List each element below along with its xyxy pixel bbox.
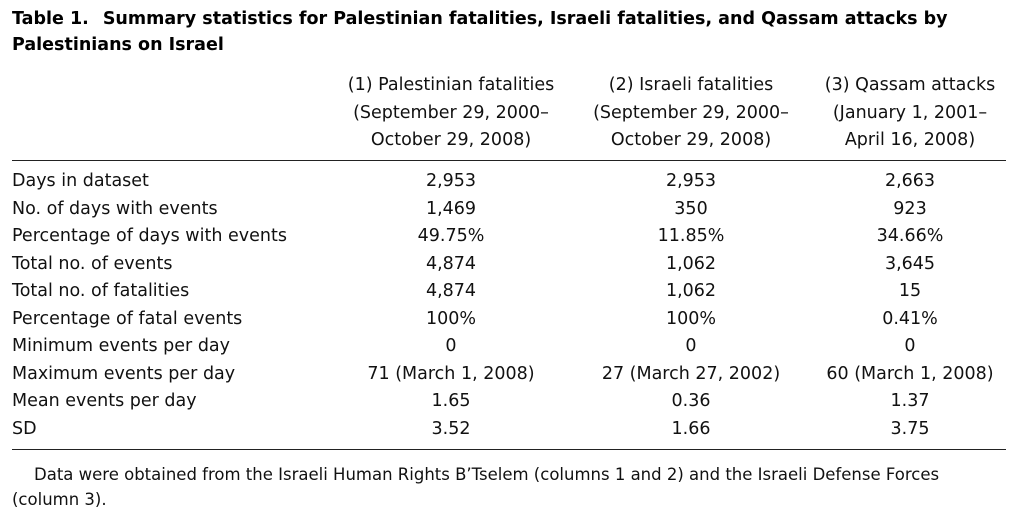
row-label: Total no. of fatalities [12, 281, 190, 301]
header-rule [12, 160, 1006, 161]
cell-israeli: 2,953 [665, 171, 717, 191]
table-row: Minimum events per day 0 0 0 [0, 333, 1009, 361]
cell-israeli: 100% [665, 308, 717, 329]
table-row: Maximum events per day 71 (March 1, 2008… [0, 361, 1009, 389]
cell-israeli: 1,062 [665, 253, 717, 274]
column-header-period-start: (September 29, 2000– [593, 102, 789, 123]
cell-palestinian: 1,469 [425, 198, 477, 219]
cell-palestinian: 100% [425, 308, 477, 329]
table-row: Days in dataset 2,953 2,953 2,663 [0, 168, 1009, 196]
table-row: Total no. of fatalities 4,874 1,062 15 [0, 278, 1009, 306]
column-header-period-end: April 16, 2008) [844, 130, 976, 150]
cell-israeli: 11.85% [657, 226, 725, 246]
column-header-name: (1) Palestinian fatalities [347, 75, 555, 95]
column-header-1: (1) Palestinian fatalities (September 29… [340, 72, 562, 155]
table-row: No. of days with events 1,469 350 923 [0, 196, 1009, 224]
cell-israeli: 27 (March 27, 2002) [601, 363, 781, 384]
column-header-name: (2) Israeli fatalities [608, 75, 774, 95]
row-label: Maximum events per day [12, 363, 236, 384]
table-row: Mean events per day 1.65 0.36 1.37 [0, 388, 1009, 416]
cell-israeli: 0 [685, 336, 697, 356]
cell-palestinian: 1.65 [431, 391, 471, 411]
cell-palestinian: 4,874 [425, 253, 477, 274]
column-header-period-start: (September 29, 2000– [353, 102, 549, 123]
cell-qassam: 34.66% [876, 226, 944, 246]
table-label: Table 1. [12, 9, 89, 29]
cell-qassam: 60 (March 1, 2008) [826, 363, 994, 384]
cell-qassam: 0 [904, 336, 916, 356]
cell-qassam: 15 [898, 281, 922, 301]
cell-qassam: 1.37 [890, 391, 930, 411]
row-label: Percentage of days with events [12, 226, 287, 246]
cell-qassam: 3.75 [890, 418, 930, 439]
table-row: Total no. of events 4,874 1,062 3,645 [0, 251, 1009, 279]
cell-palestinian: 2,953 [425, 171, 477, 191]
cell-qassam: 923 [893, 198, 927, 219]
table-row: Percentage of fatal events 100% 100% 0.4… [0, 306, 1009, 334]
table-footnote: Data were obtained from the Israeli Huma… [12, 465, 940, 509]
column-header-2: (2) Israeli fatalities (September 29, 20… [576, 72, 806, 155]
cell-qassam: 0.41% [882, 308, 938, 329]
cell-palestinian: 0 [445, 336, 457, 356]
cell-qassam: 3,645 [884, 253, 936, 274]
row-label: Total no. of events [12, 253, 173, 274]
column-header-3: (3) Qassam attacks (January 1, 2001– Apr… [812, 72, 1008, 155]
cell-israeli: 1,062 [665, 281, 717, 301]
row-label: Percentage of fatal events [12, 308, 243, 329]
column-header-period-start: (January 1, 2001– [832, 102, 988, 123]
cell-israeli: 350 [674, 198, 708, 219]
table-title: Summary statistics for Palestinian fatal… [12, 9, 948, 55]
table-row: SD 3.52 1.66 3.75 [0, 416, 1009, 444]
column-header-period-end: October 29, 2008) [370, 130, 532, 150]
row-label: No. of days with events [12, 198, 218, 219]
row-label: Minimum events per day [12, 336, 231, 356]
row-label: SD [12, 418, 37, 439]
table-caption: Table 1. Summary statistics for Palestini… [12, 6, 1002, 58]
cell-israeli: 0.36 [671, 391, 711, 411]
column-header-name: (3) Qassam attacks [824, 75, 996, 95]
column-header-period-end: October 29, 2008) [610, 130, 772, 150]
cell-palestinian: 3.52 [431, 418, 471, 439]
row-label: Mean events per day [12, 391, 197, 411]
row-label: Days in dataset [12, 171, 149, 191]
cell-palestinian: 4,874 [425, 281, 477, 301]
table-row: Percentage of days with events 49.75% 11… [0, 223, 1009, 251]
cell-qassam: 2,663 [884, 171, 936, 191]
cell-israeli: 1.66 [671, 418, 711, 439]
cell-palestinian: 49.75% [417, 226, 485, 246]
cell-palestinian: 71 (March 1, 2008) [367, 363, 535, 384]
bottom-rule [12, 449, 1006, 450]
